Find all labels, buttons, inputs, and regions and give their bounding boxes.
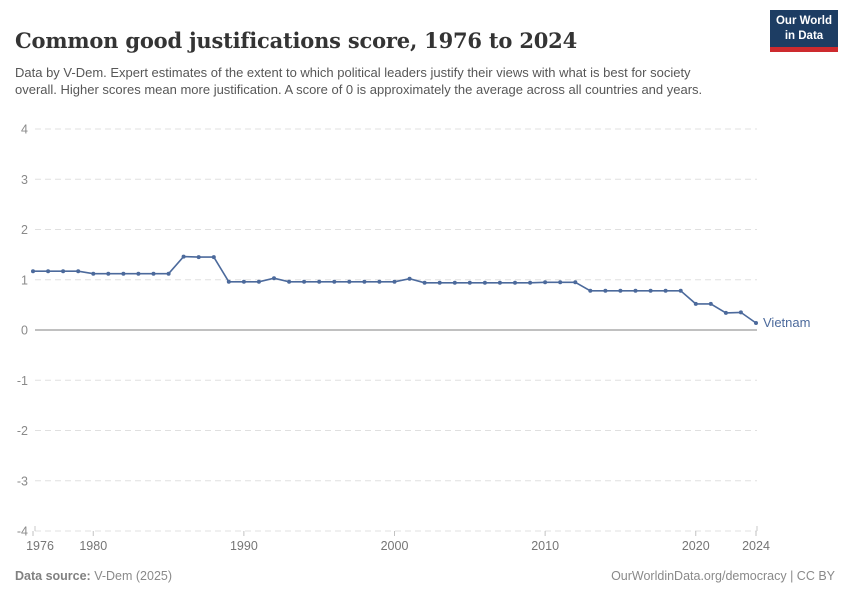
data-point	[377, 279, 382, 284]
data-point	[588, 288, 593, 293]
data-point	[121, 271, 126, 276]
data-point	[302, 279, 307, 284]
data-point	[723, 310, 728, 315]
series-vietnam[interactable]: Vietnam	[31, 254, 810, 330]
x-tick-label: 2010	[531, 539, 559, 553]
data-point	[482, 280, 487, 285]
chart-subtitle: Data by V-Dem. Expert estimates of the e…	[15, 65, 703, 98]
data-point	[241, 279, 246, 284]
data-point	[31, 269, 35, 274]
y-axis-labels: 4 3 2 1 0 -1 -2 -3 -4	[17, 123, 28, 539]
data-line	[33, 255, 757, 324]
data-point	[136, 271, 141, 276]
data-point	[663, 288, 668, 293]
x-axis: 1976 1980 1990 2000 2010 2020 2024	[26, 526, 770, 553]
owid-logo[interactable]: Our World in Data	[770, 10, 838, 52]
y-gridlines	[35, 128, 757, 532]
x-tick-label: 2000	[381, 539, 409, 553]
data-point	[317, 279, 322, 284]
data-point	[272, 276, 276, 281]
data-point	[738, 310, 743, 315]
y-tick-label: 1	[21, 273, 28, 287]
data-point	[211, 255, 216, 260]
data-point	[61, 269, 66, 274]
data-point	[226, 279, 231, 284]
page-title: Common good justifications score, 1976 t…	[15, 28, 577, 54]
chart-footer: Data source: V-Dem (2025) OurWorldinData…	[15, 569, 835, 583]
data-point	[543, 280, 548, 285]
data-point	[708, 301, 713, 306]
data-point	[46, 269, 51, 274]
entity-label[interactable]: Vietnam	[763, 315, 810, 330]
data-point	[151, 271, 156, 276]
data-point	[166, 271, 171, 276]
data-point	[618, 288, 623, 293]
x-tick-label: 1990	[230, 539, 258, 553]
data-point	[76, 269, 81, 274]
data-point	[678, 288, 683, 293]
data-point	[362, 279, 367, 284]
data-point	[633, 288, 638, 293]
y-tick-label: 2	[21, 223, 28, 237]
x-tick-label: 1980	[79, 539, 107, 553]
data-point	[452, 280, 457, 285]
data-point	[347, 279, 352, 284]
data-point	[91, 271, 96, 276]
data-point	[256, 279, 261, 284]
data-source-value: V-Dem (2025)	[90, 569, 173, 583]
data-point	[106, 271, 111, 276]
y-tick-label: -1	[17, 374, 28, 388]
y-tick-label: -3	[17, 474, 28, 488]
data-point	[467, 280, 472, 285]
data-point	[648, 288, 653, 293]
x-tick-label: 1976	[26, 539, 54, 553]
y-tick-label: 3	[21, 173, 28, 187]
data-point	[513, 280, 517, 285]
data-point	[754, 321, 758, 325]
data-point	[407, 276, 412, 281]
x-tick-label: 2020	[682, 539, 710, 553]
data-point	[497, 280, 502, 285]
data-point	[392, 279, 397, 284]
owid-logo-line1: Our World	[775, 14, 832, 27]
y-tick-label: 4	[21, 123, 28, 137]
owid-logo-line2: in Data	[784, 29, 824, 42]
data-point	[181, 254, 186, 259]
data-point	[332, 279, 337, 284]
data-source-note: Data source: V-Dem (2025)	[15, 569, 172, 583]
data-point	[603, 288, 608, 293]
data-point	[437, 280, 442, 285]
y-tick-label: 0	[21, 324, 28, 338]
data-point	[196, 255, 201, 260]
data-point	[693, 301, 698, 306]
data-point	[573, 280, 578, 285]
data-point	[528, 280, 533, 285]
y-tick-label: -2	[17, 424, 28, 438]
owid-license-link[interactable]: OurWorldinData.org/democracy | CC BY	[611, 569, 835, 583]
y-tick-label: -4	[17, 525, 28, 539]
data-source-label: Data source:	[15, 569, 91, 583]
data-point	[422, 280, 427, 285]
data-point	[558, 280, 563, 285]
x-tick-label: 2024	[742, 539, 770, 553]
data-point	[287, 279, 292, 284]
